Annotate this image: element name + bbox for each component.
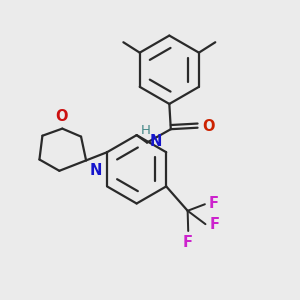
Text: O: O <box>56 109 68 124</box>
Text: N: N <box>90 163 102 178</box>
Text: F: F <box>209 196 219 211</box>
Text: O: O <box>202 119 214 134</box>
Text: N: N <box>150 134 162 149</box>
Text: F: F <box>209 217 219 232</box>
Text: H: H <box>141 124 151 137</box>
Text: F: F <box>183 235 193 250</box>
